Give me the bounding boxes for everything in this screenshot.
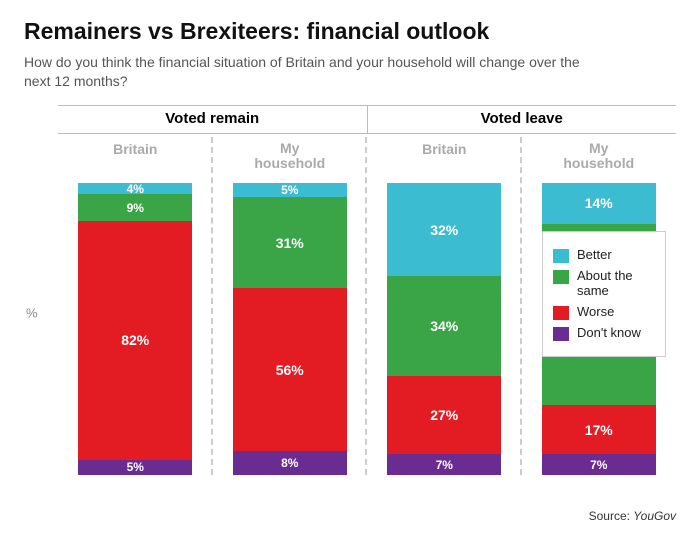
col-header: Myhousehold <box>213 137 368 172</box>
legend-row: Worse <box>553 304 655 320</box>
bar-segment-dontknow: 8% <box>233 451 347 474</box>
stacked-bar: 8%56%31%5% <box>233 183 347 475</box>
stacked-bar: 5%82%9%4% <box>78 183 192 475</box>
legend-swatch <box>553 270 569 284</box>
source-line: Source: YouGov <box>589 509 676 523</box>
bar-segment-better: 14% <box>542 183 656 224</box>
bar-segment-same: 34% <box>387 276 501 375</box>
column-headers: Britain Myhousehold Britain Myhousehold <box>58 137 676 172</box>
bar-segment-dontknow: 7% <box>542 454 656 474</box>
bar-segment-worse: 27% <box>387 376 501 455</box>
group-header-leave: Voted leave <box>368 105 677 134</box>
bar-segment-dontknow: 7% <box>387 454 501 474</box>
source-name: YouGov <box>633 509 676 523</box>
source-prefix: Source: <box>589 509 634 523</box>
bar-segment-better: 32% <box>387 183 501 276</box>
col-header-label: Myhousehold <box>563 140 634 171</box>
col-header-label: Myhousehold <box>254 140 325 171</box>
col-header: Britain <box>367 137 522 172</box>
legend-swatch <box>553 327 569 341</box>
legend-swatch <box>553 249 569 263</box>
bar-segment-same: 31% <box>233 197 347 288</box>
col-header: Myhousehold <box>522 137 677 172</box>
legend-row: Don't know <box>553 325 655 341</box>
chart-area: Voted remain Voted leave Britain Myhouse… <box>24 105 676 475</box>
bar-column: 5%82%9%4% <box>58 183 213 475</box>
col-header: Britain <box>58 137 213 172</box>
legend: Better About the same Worse Don't know <box>542 231 666 357</box>
legend-label: Don't know <box>577 325 641 341</box>
chart-subtitle: How do you think the financial situation… <box>24 53 584 91</box>
bar-segment-better: 5% <box>233 183 347 198</box>
legend-label: Better <box>577 247 612 263</box>
stacked-bar: 7%27%34%32% <box>387 183 501 475</box>
group-headers: Voted remain Voted leave <box>58 105 676 134</box>
legend-row: About the same <box>553 268 655 299</box>
bar-segment-better: 4% <box>78 183 192 195</box>
legend-label: About the same <box>577 268 655 299</box>
bar-segment-same: 9% <box>78 194 192 220</box>
bar-segment-dontknow: 5% <box>78 460 192 475</box>
legend-swatch <box>553 306 569 320</box>
bar-segment-worse: 17% <box>542 405 656 455</box>
group-header-remain: Voted remain <box>58 105 368 134</box>
legend-label: Worse <box>577 304 614 320</box>
chart-title: Remainers vs Brexiteers: financial outlo… <box>24 18 676 45</box>
bar-segment-worse: 82% <box>78 221 192 460</box>
y-axis-label: % <box>26 305 38 320</box>
bar-segment-worse: 56% <box>233 288 347 452</box>
bar-column: 8%56%31%5% <box>213 183 368 475</box>
bar-column: 7%27%34%32% <box>367 183 522 475</box>
y-axis: % <box>24 137 58 475</box>
legend-row: Better <box>553 247 655 263</box>
